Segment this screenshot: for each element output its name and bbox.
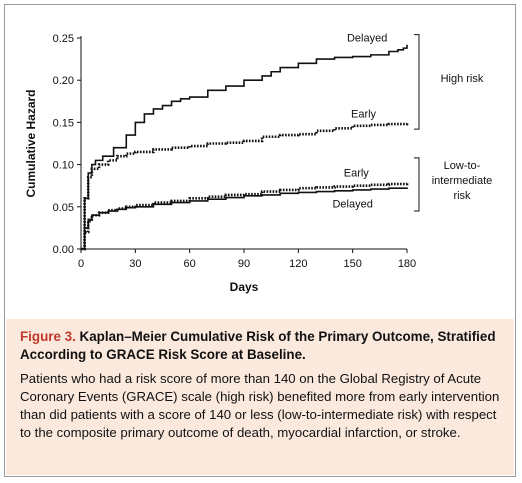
series-line-high-delayed xyxy=(81,44,408,250)
low-risk-label-line: risk xyxy=(453,190,471,202)
label-high-delayed: Delayed xyxy=(347,32,387,44)
km-chart: 0.00 0.05 0.10 0.15 0.20 0.25 0 30 60 90 120 150 180… xyxy=(24,32,493,294)
label-low-early: Early xyxy=(344,167,370,179)
low-risk-label-line: intermediate xyxy=(432,175,493,187)
y-axis-label: Cumulative Hazard xyxy=(24,89,38,197)
y-tick-label: 0.15 xyxy=(53,117,74,129)
x-tick-label: 60 xyxy=(184,258,196,270)
x-tick-label: 180 xyxy=(398,258,416,270)
caption-title-text: Kaplan–Meier Cumulative Risk of the Prim… xyxy=(20,329,496,362)
bracket-low-risk xyxy=(414,157,420,212)
series-line-low-delayed xyxy=(81,187,408,250)
x-tick-label: 30 xyxy=(129,258,141,270)
x-tick-label: 150 xyxy=(343,258,361,270)
x-tick-label: 0 xyxy=(78,258,84,270)
label-high-early: Early xyxy=(351,108,377,120)
x-axis-label: Days xyxy=(230,280,259,294)
low-risk-label-line: Low-to- xyxy=(444,160,481,172)
figure-frame: 0.00 0.05 0.10 0.15 0.20 0.25 0 30 60 90 120 150 180… xyxy=(4,4,516,477)
y-tick-label: 0.10 xyxy=(53,160,74,172)
caption-title: Figure 3. Kaplan–Meier Cumulative Risk o… xyxy=(20,328,504,364)
x-tick-label: 120 xyxy=(289,258,307,270)
figure-label: Figure 3. xyxy=(20,329,76,344)
label-low-delayed: Delayed xyxy=(332,199,372,211)
y-tick-label: 0.25 xyxy=(53,33,74,45)
y-tick-label: 0.00 xyxy=(53,244,74,256)
y-tick-label: 0.20 xyxy=(53,75,74,87)
y-tick-label: 0.05 xyxy=(53,202,74,214)
x-tick-label: 90 xyxy=(238,258,250,270)
caption-body: Patients who had a risk score of more th… xyxy=(20,371,500,440)
bracket-high-risk xyxy=(414,34,420,130)
high-risk-label: High risk xyxy=(441,73,484,85)
figure-caption: Figure 3. Kaplan–Meier Cumulative Risk o… xyxy=(6,319,514,475)
series-line-low-early xyxy=(81,182,409,251)
plot-area: 0.00 0.05 0.10 0.15 0.20 0.25 0 30 60 90 120 150 180… xyxy=(5,5,515,315)
